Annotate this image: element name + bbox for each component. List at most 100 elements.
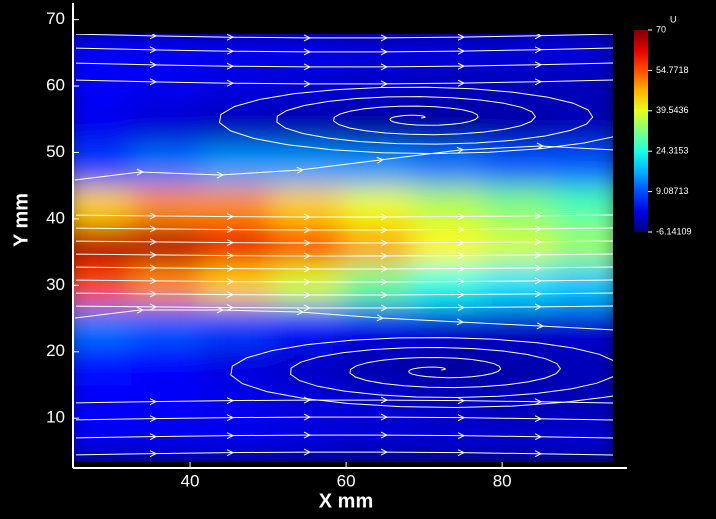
colorbar-tick-label: -6.14109 bbox=[656, 226, 692, 236]
streamlines bbox=[74, 34, 613, 455]
colorbar-label: U bbox=[670, 14, 677, 24]
colorbar-tick-label: 70 bbox=[656, 24, 666, 34]
field-cell bbox=[201, 145, 273, 187]
field-cell bbox=[271, 265, 343, 306]
field-cell bbox=[342, 424, 413, 462]
streamline bbox=[75, 228, 613, 230]
field-cell bbox=[201, 185, 273, 227]
colorbar bbox=[634, 30, 648, 232]
field-cell bbox=[342, 225, 413, 266]
field-cell bbox=[552, 105, 613, 147]
field-cell bbox=[271, 225, 343, 266]
field-cell bbox=[73, 225, 133, 266]
field-cell bbox=[552, 305, 613, 346]
colorbar-tick-label: 39.5436 bbox=[656, 105, 689, 115]
field-cell bbox=[482, 265, 554, 306]
streamline bbox=[75, 417, 613, 420]
field-cell bbox=[482, 66, 554, 107]
field-cell bbox=[412, 34, 484, 67]
field-cell bbox=[271, 424, 343, 462]
field-cell bbox=[412, 305, 484, 346]
streamline bbox=[75, 293, 613, 295]
field-cell bbox=[412, 384, 484, 426]
field-cell bbox=[131, 105, 203, 147]
field-cell bbox=[552, 66, 613, 107]
field-cell bbox=[73, 34, 133, 67]
field-cell bbox=[412, 225, 484, 266]
field-cell bbox=[201, 265, 273, 306]
x-tick-label: 60 bbox=[337, 471, 356, 490]
streamline bbox=[75, 254, 613, 256]
field-cell bbox=[271, 384, 343, 426]
x-tick-label: 80 bbox=[493, 471, 512, 490]
field-cell bbox=[412, 345, 484, 386]
field-cell bbox=[552, 225, 613, 266]
y-tick-label: 30 bbox=[46, 275, 65, 294]
field-cell bbox=[271, 345, 343, 386]
field-cell bbox=[73, 105, 133, 147]
field-cell bbox=[412, 265, 484, 306]
field-cell bbox=[552, 265, 613, 306]
field bbox=[73, 34, 613, 462]
y-tick-label: 60 bbox=[46, 76, 65, 95]
field-cell bbox=[552, 185, 613, 227]
streamline bbox=[218, 86, 613, 155]
field-cell bbox=[412, 424, 484, 462]
y-tick-label: 10 bbox=[46, 408, 65, 427]
field-cell bbox=[73, 265, 133, 306]
y-tick-label: 40 bbox=[46, 208, 65, 227]
streamline bbox=[75, 241, 613, 243]
field-cell bbox=[552, 145, 613, 187]
field-cell bbox=[342, 34, 413, 67]
field-cell bbox=[131, 265, 203, 306]
field-cell bbox=[271, 185, 343, 227]
y-tick-label: 50 bbox=[46, 142, 65, 161]
field-cell bbox=[271, 34, 343, 67]
colorbar-tick-label: 9.08713 bbox=[656, 186, 689, 196]
field-cell bbox=[73, 384, 133, 426]
field-cell bbox=[552, 384, 613, 426]
field-cell bbox=[342, 265, 413, 306]
field-cell bbox=[342, 66, 413, 107]
streamline bbox=[75, 34, 613, 38]
field-cell bbox=[412, 185, 484, 227]
field-area bbox=[73, 34, 613, 462]
field-cell bbox=[482, 34, 554, 67]
streamline bbox=[230, 337, 613, 409]
field-cell bbox=[201, 66, 273, 107]
field-cell bbox=[131, 66, 203, 107]
streamline bbox=[75, 267, 613, 269]
streamline bbox=[75, 215, 613, 217]
field-cell bbox=[73, 185, 133, 227]
field-cell bbox=[73, 145, 133, 187]
field-cell bbox=[131, 345, 203, 386]
field-cell bbox=[201, 225, 273, 266]
streamline bbox=[74, 146, 613, 181]
field-cell bbox=[201, 345, 273, 386]
field-cell bbox=[201, 34, 273, 67]
field-cell bbox=[131, 424, 203, 462]
field-cell bbox=[482, 345, 554, 386]
field-cell bbox=[73, 305, 133, 346]
streamline bbox=[75, 452, 613, 455]
x-tick-label: 40 bbox=[181, 471, 200, 490]
field-cell bbox=[552, 424, 613, 462]
streamline bbox=[74, 310, 613, 331]
field-cell bbox=[201, 424, 273, 462]
field-cell bbox=[482, 424, 554, 462]
field-cell bbox=[342, 185, 413, 227]
field-cell bbox=[271, 66, 343, 107]
streamline bbox=[75, 63, 613, 67]
field-cell bbox=[342, 305, 413, 346]
field-cell bbox=[131, 185, 203, 227]
field-cell bbox=[482, 225, 554, 266]
colorbar-tick-label: 54.7718 bbox=[656, 65, 689, 75]
field-cell bbox=[482, 185, 554, 227]
field-cell bbox=[201, 384, 273, 426]
streamline bbox=[75, 280, 613, 282]
y-axis-label: Y mm bbox=[10, 193, 32, 247]
field-cell bbox=[73, 66, 133, 107]
streamline bbox=[75, 48, 613, 52]
